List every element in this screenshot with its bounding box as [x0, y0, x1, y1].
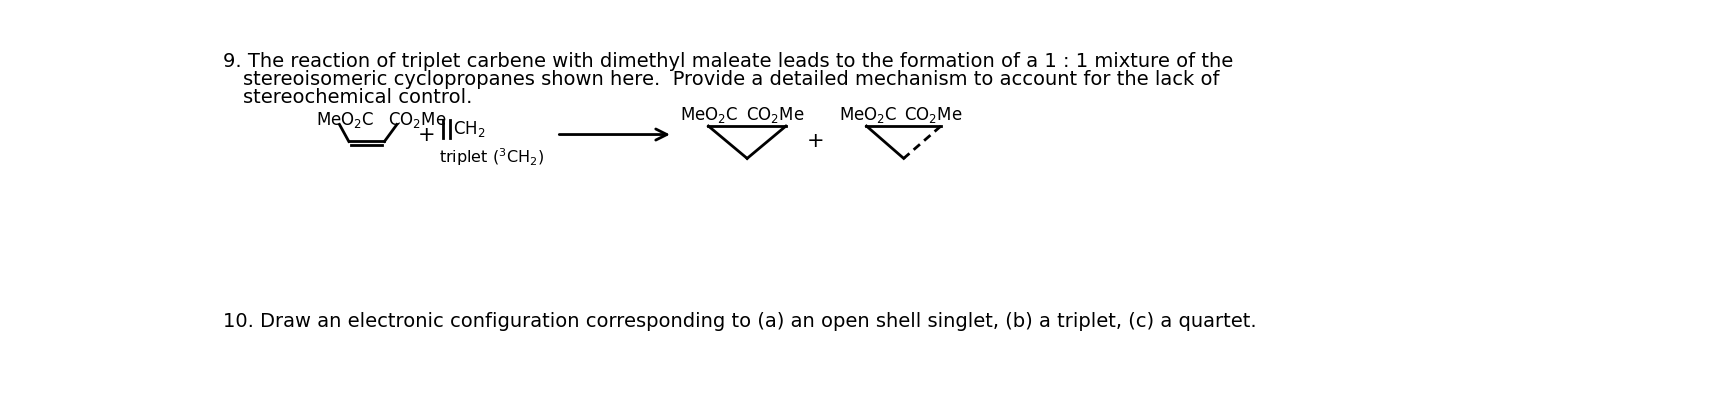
Text: 9. The reaction of triplet carbene with dimethyl maleate leads to the formation : 9. The reaction of triplet carbene with …	[222, 52, 1232, 71]
Text: MeO$_2$C: MeO$_2$C	[315, 110, 374, 130]
Text: triplet ($^3$CH$_2$): triplet ($^3$CH$_2$)	[439, 146, 544, 168]
Text: MeO$_2$C: MeO$_2$C	[681, 105, 739, 125]
Text: +: +	[806, 131, 824, 151]
Text: CH$_2$: CH$_2$	[453, 119, 486, 139]
Text: 10. Draw an electronic configuration corresponding to (a) an open shell singlet,: 10. Draw an electronic configuration cor…	[222, 312, 1256, 331]
Text: stereochemical control.: stereochemical control.	[243, 88, 472, 107]
Text: MeO$_2$C: MeO$_2$C	[837, 105, 896, 125]
Text: CO$_2$Me: CO$_2$Me	[905, 105, 963, 125]
Text: CO$_2$Me: CO$_2$Me	[388, 110, 446, 130]
Text: stereoisomeric cyclopropanes shown here.  Provide a detailed mechanism to accoun: stereoisomeric cyclopropanes shown here.…	[243, 70, 1220, 89]
Text: CO$_2$Me: CO$_2$Me	[746, 105, 805, 125]
Text: +: +	[417, 124, 434, 145]
